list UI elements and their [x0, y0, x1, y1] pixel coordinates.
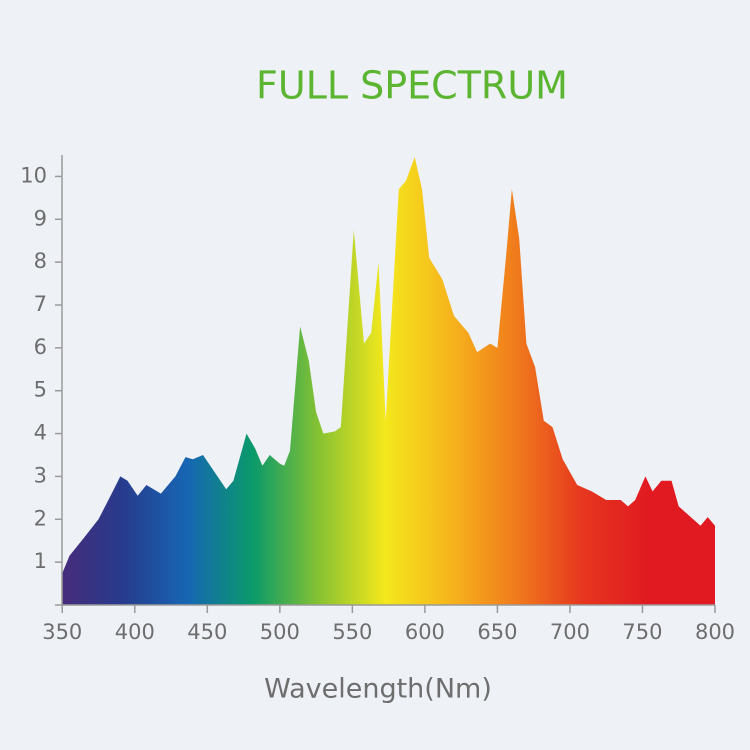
y-tick-label: 2	[34, 506, 47, 530]
y-tick-label: 9	[34, 206, 47, 230]
x-tick-label: 600	[405, 620, 445, 644]
y-tick-label: 6	[34, 335, 47, 359]
x-tick-label: 450	[187, 620, 227, 644]
x-tick-label: 800	[695, 620, 735, 644]
y-tick-label: 3	[34, 463, 47, 487]
y-tick-label: 7	[34, 292, 47, 316]
x-tick-label: 750	[622, 620, 662, 644]
x-tick-label: 400	[115, 620, 155, 644]
x-tick-label: 650	[477, 620, 517, 644]
y-tick-label: 5	[34, 378, 47, 402]
y-tick-label: 1	[34, 549, 47, 573]
y-tick-label: 10	[20, 163, 47, 187]
spectrum-area	[62, 157, 716, 605]
x-tick-label: 350	[42, 620, 82, 644]
y-tick-label: 4	[34, 421, 47, 445]
y-tick-label: 8	[34, 249, 47, 273]
x-tick-label: 500	[260, 620, 300, 644]
x-tick-label: 700	[550, 620, 590, 644]
x-axis-label: Wavelength(Nm)	[264, 674, 492, 705]
x-tick-label: 550	[332, 620, 372, 644]
chart-title: FULL SPECTRUM	[256, 64, 568, 108]
